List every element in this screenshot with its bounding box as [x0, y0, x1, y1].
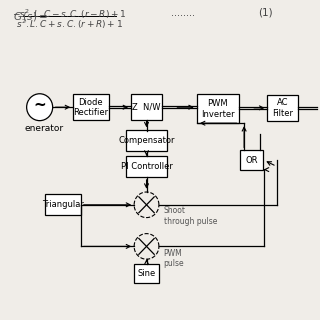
Text: Shoot
through pulse: Shoot through pulse	[164, 206, 217, 226]
Text: Compensator: Compensator	[118, 136, 175, 145]
Text: AC
Filter: AC Filter	[272, 98, 293, 117]
Bar	[134, 264, 159, 283]
Text: $G\,(s)=$: $G\,(s)=$	[13, 10, 48, 23]
Text: (1): (1)	[258, 8, 273, 18]
Text: $-s^2.L.C-s.C.(r-R)+1$: $-s^2.L.C-s.C.(r-R)+1$	[12, 8, 126, 21]
Bar	[126, 131, 167, 151]
Circle shape	[27, 94, 53, 121]
Text: Triangular: Triangular	[42, 200, 84, 209]
Text: PWM
Inverter: PWM Inverter	[201, 99, 235, 118]
Text: Z  N/W: Z N/W	[132, 103, 161, 112]
Text: Diode
Rectifier: Diode Rectifier	[73, 98, 108, 117]
Text: enerator: enerator	[24, 124, 63, 132]
Bar	[197, 94, 239, 123]
Text: PWM
pulse: PWM pulse	[164, 249, 184, 268]
Bar	[131, 94, 162, 120]
Text: PI Controller: PI Controller	[121, 162, 172, 171]
Text: Sine: Sine	[137, 269, 156, 278]
Bar	[126, 156, 167, 177]
Text: $s^2.L.C+s.C.(r+R)+1$: $s^2.L.C+s.C.(r+R)+1$	[15, 18, 123, 31]
Text: ~: ~	[33, 98, 46, 113]
Text: ........: ........	[171, 8, 195, 18]
Bar	[73, 94, 108, 120]
Bar	[240, 150, 263, 170]
Bar	[45, 195, 81, 215]
Bar	[267, 95, 298, 121]
Text: OR: OR	[245, 156, 258, 164]
